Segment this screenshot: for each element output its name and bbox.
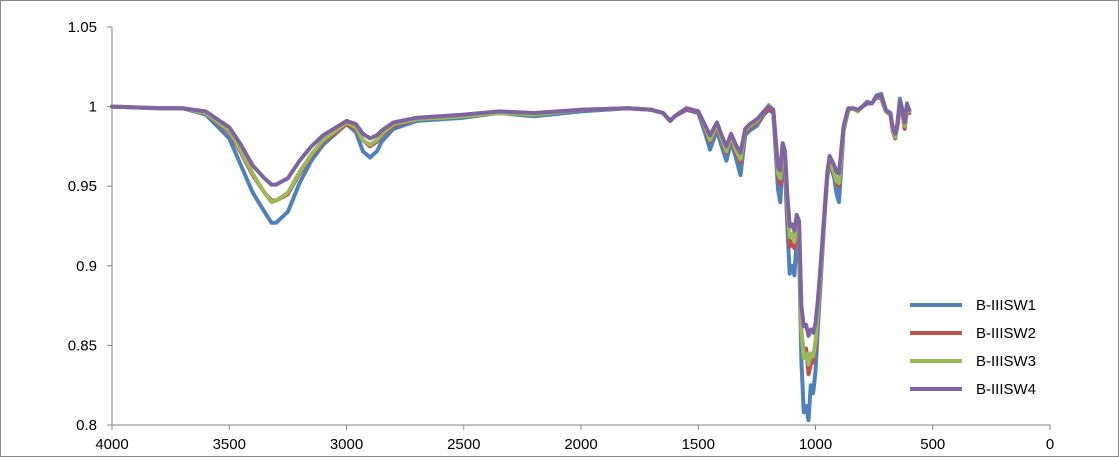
x-tick-label: 3000 [330, 436, 363, 453]
series-line-b-iiisw3 [110, 95, 912, 367]
y-tick-label: 1 [89, 99, 97, 116]
y-tick-label: 1.05 [68, 19, 97, 36]
legend-label: B-IIISW2 [976, 325, 1036, 342]
x-tick-label: 2000 [564, 436, 597, 453]
legend-label: B-IIISW3 [976, 353, 1036, 370]
series-group [110, 91, 912, 423]
legend: B-IIISW1 B-IIISW2 B-IIISW3 B-IIISW4 [910, 297, 1036, 398]
x-tick-label: 3500 [213, 436, 246, 453]
series-line-b-iiisw1 [110, 91, 912, 423]
y-tick-label: 0.85 [68, 337, 97, 354]
legend-label: B-IIISW4 [976, 381, 1036, 398]
legend-label: B-IIISW1 [976, 297, 1036, 314]
x-tick-label: 2500 [447, 436, 480, 453]
y-tick-label: 0.9 [76, 258, 97, 275]
series-line-b-iiisw4 [110, 93, 912, 338]
y-tick-label: 0.8 [76, 417, 97, 434]
x-tick-label: 1500 [682, 436, 715, 453]
x-tick-label: 0 [1046, 436, 1054, 453]
y-tick-label: 0.95 [68, 178, 97, 195]
x-tick-label: 500 [920, 436, 945, 453]
axes: 0.8 0.85 0.9 0.95 1 1.05 4000 3500 3000 2500 2000 1… [68, 19, 1054, 453]
x-tick-label: 4000 [95, 436, 128, 453]
x-tick-label: 1000 [799, 436, 832, 453]
